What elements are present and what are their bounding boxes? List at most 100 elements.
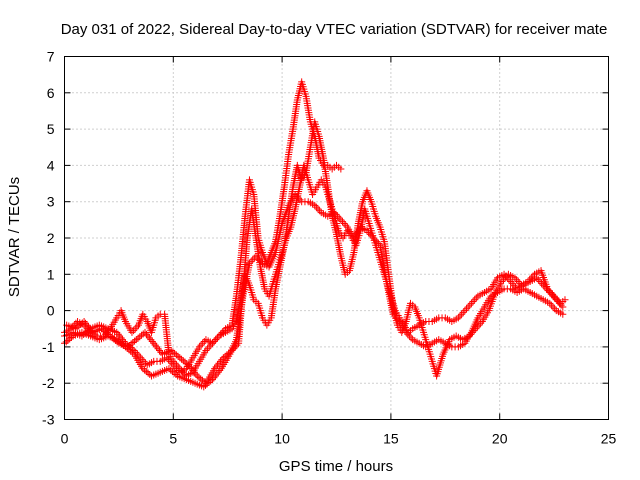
data-marker [475, 321, 483, 329]
data-marker [316, 207, 324, 215]
data-marker [314, 205, 322, 213]
data-marker [223, 351, 231, 359]
data-marker [119, 336, 127, 344]
data-marker [467, 330, 475, 338]
data-marker [197, 375, 205, 383]
data-point [124, 343, 132, 351]
data-marker [64, 336, 72, 344]
data-marker [181, 358, 189, 366]
data-point [78, 332, 86, 340]
data-point [337, 216, 345, 224]
data-marker [104, 331, 112, 339]
data-marker [510, 281, 518, 289]
data-marker [536, 278, 544, 286]
data-marker [179, 357, 187, 365]
data-marker [187, 365, 195, 373]
data-marker [108, 333, 116, 341]
data-point [465, 332, 473, 340]
data-marker [170, 369, 178, 377]
data-point [500, 270, 508, 278]
data-marker [218, 356, 226, 364]
data-marker [505, 276, 513, 284]
y-tick-label: 7 [47, 49, 55, 65]
data-marker [312, 203, 320, 211]
data-marker [534, 276, 542, 284]
data-marker [84, 323, 92, 331]
data-marker [464, 303, 472, 311]
y-tick-label: -2 [42, 375, 55, 391]
data-point [311, 201, 319, 209]
data-marker [138, 356, 146, 364]
data-marker [215, 359, 223, 367]
data-marker [186, 363, 194, 371]
data-marker [189, 366, 197, 374]
data-marker [75, 322, 83, 330]
data-point [337, 165, 345, 173]
x-tick-label: 10 [274, 431, 290, 447]
data-marker [114, 330, 122, 338]
data-point [106, 332, 114, 340]
data-marker [82, 319, 90, 327]
data-marker [141, 366, 149, 374]
data-marker [125, 341, 133, 349]
data-point [472, 325, 480, 333]
data-marker [247, 258, 255, 266]
data-marker [221, 352, 229, 360]
data-marker [502, 272, 510, 280]
data-marker [556, 299, 564, 307]
data-marker [178, 355, 186, 363]
data-marker [130, 327, 138, 335]
data-marker [456, 312, 464, 320]
data-marker [472, 294, 480, 302]
data-marker [171, 363, 179, 371]
data-marker [174, 352, 182, 360]
data-marker [131, 337, 139, 345]
data-point [80, 317, 88, 325]
data-point [461, 307, 469, 315]
data-marker [116, 332, 124, 340]
data-marker [199, 339, 207, 347]
data-point [139, 365, 147, 373]
data-marker [549, 292, 557, 300]
data-marker [73, 323, 81, 331]
plot-frame [64, 56, 609, 420]
data-marker [213, 370, 221, 378]
data-marker [167, 366, 175, 374]
data-marker [172, 351, 180, 359]
data-marker [77, 320, 85, 328]
data-marker [117, 334, 125, 342]
data-point [169, 361, 177, 369]
data-marker [195, 373, 203, 381]
data-marker [542, 285, 550, 293]
data-point [113, 328, 121, 336]
data-marker [473, 323, 481, 331]
data-marker [404, 330, 412, 338]
data-marker [551, 294, 559, 302]
data-marker [156, 347, 164, 355]
data-marker [538, 279, 546, 287]
data-marker [183, 360, 191, 368]
x-tick-label: 20 [492, 431, 508, 447]
data-marker [192, 370, 200, 378]
x-tick-label: 15 [383, 431, 399, 447]
x-tick-label: 0 [61, 431, 69, 447]
data-point [546, 288, 554, 296]
data-marker [200, 378, 208, 386]
y-axis-label: SDTVAR / TECUs [6, 177, 23, 297]
data-markers [61, 78, 569, 391]
data-marker [142, 359, 150, 367]
data-marker [230, 345, 238, 353]
data-marker [212, 363, 220, 371]
x-tick-label: 5 [169, 431, 177, 447]
data-marker [200, 337, 208, 345]
data-marker [138, 331, 146, 339]
data-point [167, 347, 175, 355]
data-point [195, 343, 203, 351]
data-marker [136, 333, 144, 341]
data-marker [103, 329, 111, 337]
data-marker [168, 368, 176, 376]
data-point [71, 325, 79, 333]
data-marker [338, 218, 346, 226]
data-point [141, 328, 149, 336]
y-tick-label: 1 [47, 266, 55, 282]
